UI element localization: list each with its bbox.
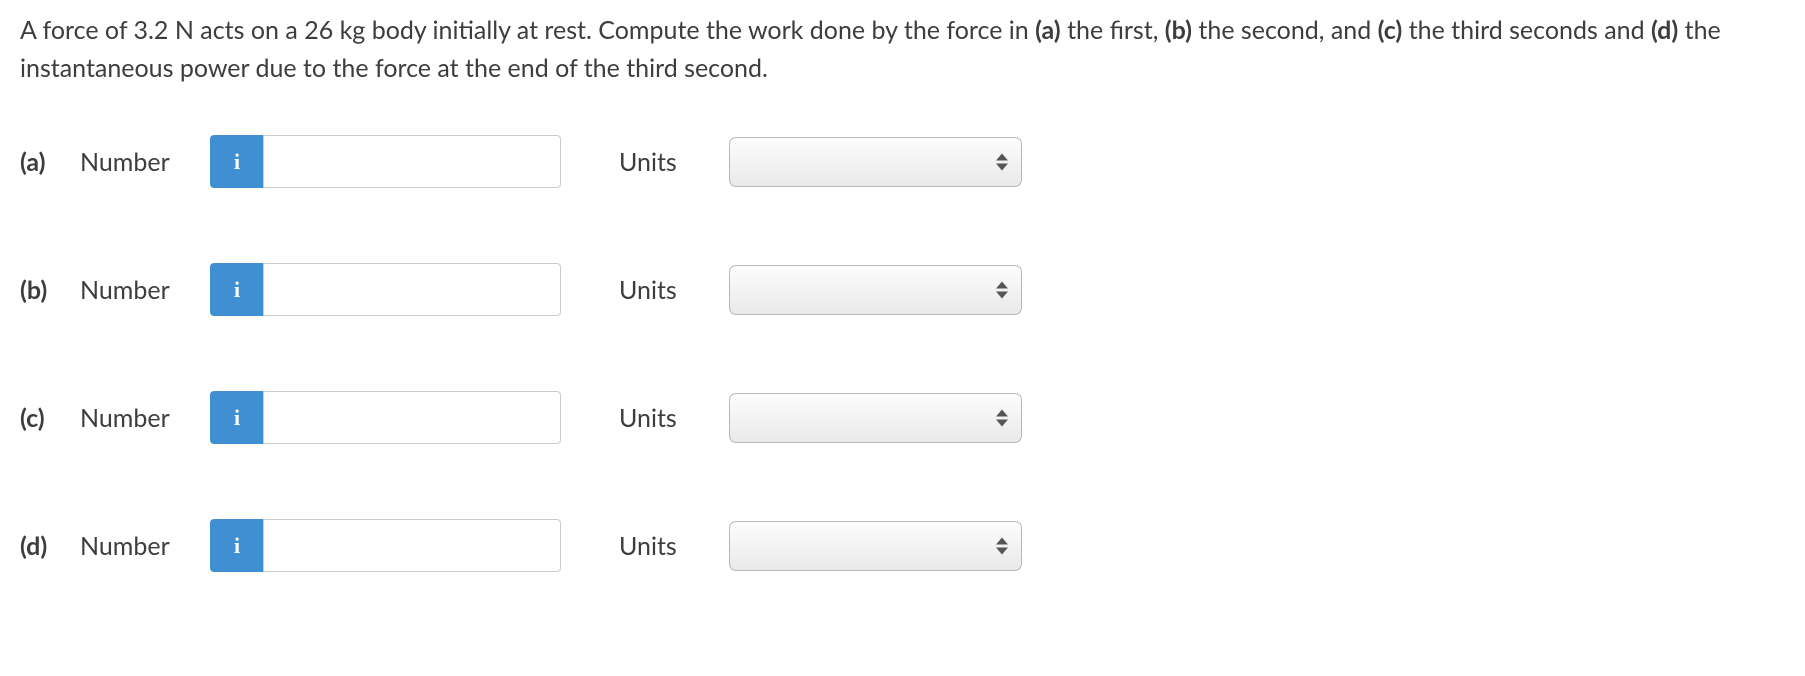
part-label-c: (c) <box>20 403 80 433</box>
info-icon: i <box>234 405 240 431</box>
answer-row-c: (c) Number i Units <box>20 391 1785 444</box>
question-segment-0: A force of 3.2 N acts on a 26 kg body in… <box>20 15 1035 45</box>
info-icon: i <box>234 277 240 303</box>
number-input-d[interactable] <box>263 519 561 572</box>
answer-rows: (a) Number i Units (b) Number i Units <box>20 135 1785 572</box>
input-group-c: i <box>210 391 561 444</box>
units-label: Units <box>619 403 729 433</box>
answer-row-d: (d) Number i Units <box>20 519 1785 572</box>
question-segment-2: the second, and <box>1192 15 1378 45</box>
answer-row-b: (b) Number i Units <box>20 263 1785 316</box>
part-label-d: (d) <box>20 531 80 561</box>
number-input-a[interactable] <box>263 135 561 188</box>
units-label: Units <box>619 275 729 305</box>
info-button-b[interactable]: i <box>210 263 263 316</box>
info-icon: i <box>234 149 240 175</box>
units-select-c[interactable] <box>729 393 1022 443</box>
question-bold-c: (c) <box>1378 15 1403 45</box>
question-bold-d: (d) <box>1651 15 1678 45</box>
number-label: Number <box>80 147 210 177</box>
units-select-b[interactable] <box>729 265 1022 315</box>
units-select-wrapper-a <box>729 137 1022 187</box>
info-button-d[interactable]: i <box>210 519 263 572</box>
input-group-b: i <box>210 263 561 316</box>
question-segment-3: the third seconds and <box>1402 15 1651 45</box>
units-label: Units <box>619 147 729 177</box>
info-button-a[interactable]: i <box>210 135 263 188</box>
units-select-a[interactable] <box>729 137 1022 187</box>
number-input-b[interactable] <box>263 263 561 316</box>
question-text: A force of 3.2 N acts on a 26 kg body in… <box>20 12 1785 87</box>
units-select-d[interactable] <box>729 521 1022 571</box>
answer-row-a: (a) Number i Units <box>20 135 1785 188</box>
units-label: Units <box>619 531 729 561</box>
units-select-wrapper-c <box>729 393 1022 443</box>
number-label: Number <box>80 531 210 561</box>
part-label-b: (b) <box>20 275 80 305</box>
number-label: Number <box>80 275 210 305</box>
question-bold-b: (b) <box>1165 15 1192 45</box>
input-group-d: i <box>210 519 561 572</box>
number-input-c[interactable] <box>263 391 561 444</box>
units-select-wrapper-d <box>729 521 1022 571</box>
part-label-a: (a) <box>20 147 80 177</box>
info-button-c[interactable]: i <box>210 391 263 444</box>
units-select-wrapper-b <box>729 265 1022 315</box>
question-bold-a: (a) <box>1035 15 1061 45</box>
info-icon: i <box>234 533 240 559</box>
number-label: Number <box>80 403 210 433</box>
question-segment-1: the first, <box>1061 15 1165 45</box>
input-group-a: i <box>210 135 561 188</box>
